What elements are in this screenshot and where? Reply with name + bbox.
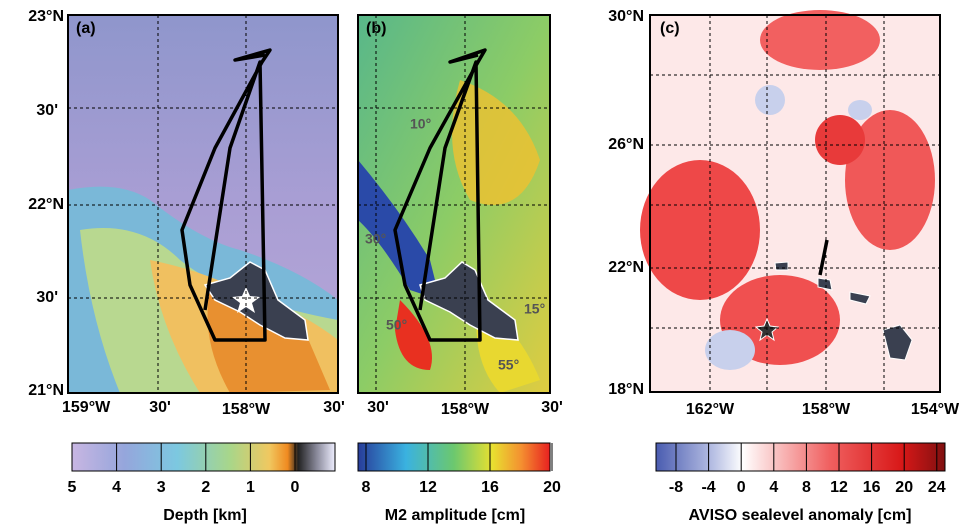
colorbar-tick-label: 12 (419, 479, 437, 496)
lat-label: 18°N (608, 381, 644, 398)
lon-label: 158°W (222, 401, 271, 418)
colorbar-tick-label: 4 (769, 479, 778, 496)
colorbar-tick-label: 5 (68, 479, 77, 496)
lat-label: 22°N (28, 196, 64, 213)
lon-label: 158°W (802, 401, 851, 418)
lon-label: 162°W (686, 401, 735, 418)
colorbar-tick-label: -8 (669, 479, 683, 496)
panel-b: (b) 10° 30° 50° 55° 15° 30' 158°W 30' (357, 14, 563, 418)
lon-label: 30' (541, 399, 563, 416)
colorbar-tick-label: 8 (362, 479, 371, 496)
colorbar-tick-label: 24 (928, 479, 946, 496)
colorbar-tick-label: 16 (863, 479, 881, 496)
panel-label: (c) (660, 20, 680, 37)
contour-label: 15° (524, 301, 545, 317)
panel-c: (c) 30°N 26°N 22°N 18°N 162°W 158°W 154°… (608, 8, 960, 418)
colorbar-label: M2 amplitude [cm] (385, 507, 525, 524)
colorbar-label: Depth [km] (163, 507, 247, 524)
lat-label: 23°N (28, 8, 64, 25)
panel-label: (a) (76, 20, 96, 37)
colorbar-tick-label: 16 (481, 479, 499, 496)
colorbar-tick-label: 0 (737, 479, 746, 496)
colorbar-tick-label: 2 (201, 479, 210, 496)
contour-label: 30° (365, 231, 386, 247)
panel-label: (b) (366, 20, 386, 37)
contour-label: 10° (410, 116, 431, 132)
lon-label: 30' (367, 399, 389, 416)
colorbar-tick-label: 8 (802, 479, 811, 496)
lon-label: 30' (149, 399, 171, 416)
lat-label: 22°N (608, 259, 644, 276)
lat-label: 30' (36, 102, 58, 119)
colorbar-tick-label: 20 (895, 479, 913, 496)
colorbar-label: AVISO sealevel anomaly [cm] (689, 507, 912, 524)
lat-label: 30°N (608, 8, 644, 25)
lon-label: 154°W (911, 401, 960, 418)
lon-label: 158°W (441, 401, 490, 418)
colorbar-tick-label: 12 (830, 479, 848, 496)
lon-label: 159°W (62, 399, 111, 416)
contour-label: 50° (386, 317, 407, 333)
lon-label: 30' (323, 399, 345, 416)
panel-a: (a) 23°N 30' 22°N 30' 21°N 159°W 30' 158… (28, 8, 345, 418)
colorbar-tick-label: 4 (112, 479, 121, 496)
colorbar-tick-label: -4 (701, 479, 715, 496)
colorbar-tick-label: 0 (291, 479, 300, 496)
lat-label: 30' (36, 289, 58, 306)
colorbar-tick-label: 1 (246, 479, 255, 496)
lat-label: 21°N (28, 382, 64, 399)
colorbar-tick-label: 20 (543, 479, 561, 496)
contour-label: 55° (498, 357, 519, 373)
lat-label: 26°N (608, 136, 644, 153)
colorbar-tick-label: 3 (157, 479, 166, 496)
